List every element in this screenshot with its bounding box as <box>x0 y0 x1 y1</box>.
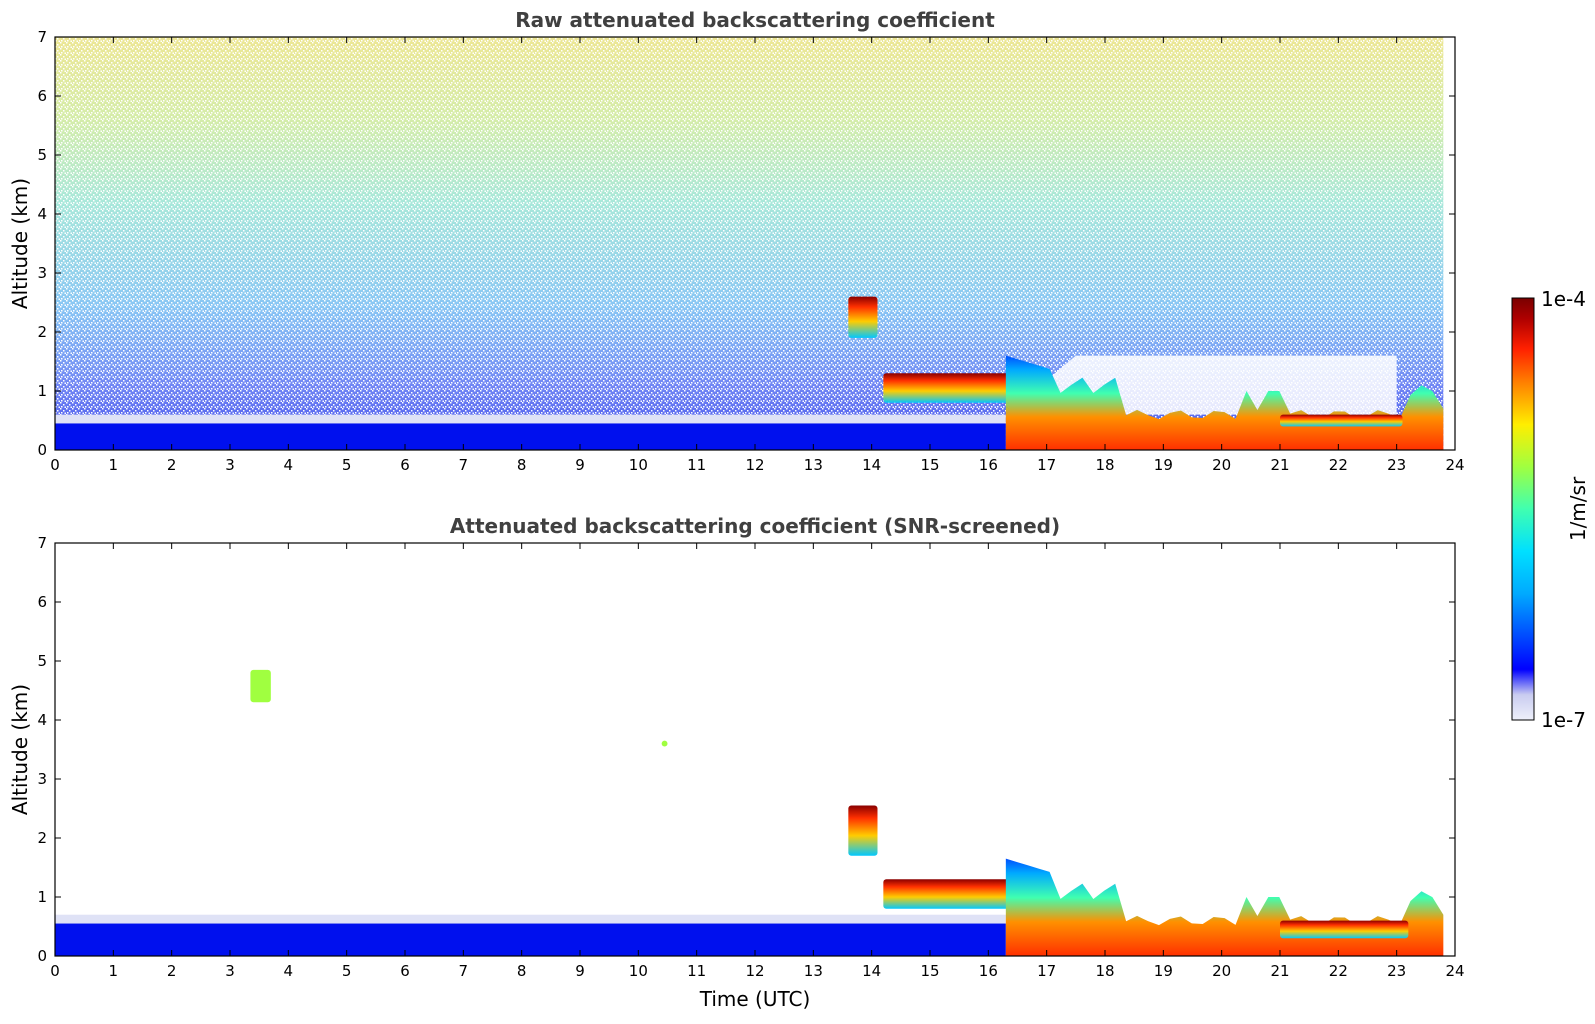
panel-2: 0 1 2 3 4 5 6 7 8 9 10 11 12 13 14 15 16 17 18 19 20 21 22 23 24… <box>8 514 1465 1011</box>
y-axis-label: Altitude (km) <box>8 178 32 309</box>
colorbar-min-label: 1e-7 <box>1541 708 1586 732</box>
x-tick-label: 11 <box>687 456 706 474</box>
x-tick-label: 23 <box>1387 456 1406 474</box>
x-tick-label: 13 <box>804 962 823 980</box>
colorbar: 1e-4 1e-7 1/m/sr <box>1511 287 1590 732</box>
colorbar-gradient <box>1511 297 1535 721</box>
x-tick-label: 17 <box>1037 456 1056 474</box>
x-tick-label: 4 <box>284 962 294 980</box>
x-tick-label: 21 <box>1270 456 1289 474</box>
x-axis-label: Time (UTC) <box>699 987 811 1011</box>
backscatter-feature <box>250 669 271 703</box>
x-tick-label: 6 <box>400 962 410 980</box>
x-tick-label: 1 <box>109 456 119 474</box>
x-tick-label: 18 <box>1095 962 1114 980</box>
x-tick-label: 19 <box>1154 456 1173 474</box>
x-tick-label: 9 <box>575 456 585 474</box>
panel-title: Raw attenuated backscattering coefficien… <box>515 8 995 32</box>
y-tick-label: 2 <box>37 829 47 847</box>
x-tick-label: 22 <box>1329 456 1348 474</box>
x-tick-label: 15 <box>920 456 939 474</box>
panel-title: Attenuated backscattering coefficient (S… <box>450 514 1060 538</box>
x-tick-label: 10 <box>629 962 648 980</box>
y-tick-label: 1 <box>37 382 47 400</box>
y-tick-label: 2 <box>37 323 47 341</box>
y-tick-label: 7 <box>37 534 47 552</box>
x-tick-label: 5 <box>342 962 352 980</box>
x-tick-label: 7 <box>459 962 469 980</box>
backscatter-feature <box>661 740 668 747</box>
x-tick-label: 24 <box>1445 456 1464 474</box>
x-tick-label: 12 <box>745 456 764 474</box>
x-tick-label: 21 <box>1270 962 1289 980</box>
x-tick-label: 10 <box>629 456 648 474</box>
backscatter-feature <box>1280 920 1409 939</box>
y-tick-label: 4 <box>37 205 47 223</box>
x-tick-label: 3 <box>225 456 235 474</box>
x-tick-label: 4 <box>284 456 294 474</box>
colorbar-unit-label: 1/m/sr <box>1566 476 1590 541</box>
y-tick-label: 5 <box>37 146 47 164</box>
backscatter-feature <box>883 373 1012 403</box>
x-tick-label: 0 <box>50 962 60 980</box>
x-tick-label: 8 <box>517 456 527 474</box>
y-tick-label: 6 <box>37 87 47 105</box>
x-tick-label: 16 <box>979 456 998 474</box>
backscatter-feature <box>848 296 878 338</box>
x-tick-label: 5 <box>342 456 352 474</box>
x-tick-label: 9 <box>575 962 585 980</box>
x-tick-label: 7 <box>459 456 469 474</box>
x-tick-label: 14 <box>862 456 881 474</box>
plot-area <box>55 543 1455 956</box>
y-tick-label: 4 <box>37 711 47 729</box>
y-tick-label: 3 <box>37 264 47 282</box>
y-tick-label: 0 <box>37 947 47 965</box>
y-axis-label: Altitude (km) <box>8 684 32 815</box>
x-tick-label: 2 <box>167 962 177 980</box>
backscatter-feature <box>55 423 1006 450</box>
y-tick-label: 1 <box>37 888 47 906</box>
x-tick-label: 0 <box>50 456 60 474</box>
x-tick-label: 3 <box>225 962 235 980</box>
plot-area <box>55 37 1455 450</box>
x-tick-label: 22 <box>1329 962 1348 980</box>
panel-1: 0 1 2 3 4 5 6 7 8 9 10 11 12 13 14 15 16 17 18 19 20 21 22 23 24… <box>8 8 1465 474</box>
y-tick-label: 3 <box>37 770 47 788</box>
x-tick-label: 17 <box>1037 962 1056 980</box>
backscatter-feature <box>55 923 1006 956</box>
x-tick-label: 20 <box>1212 456 1231 474</box>
x-tick-label: 13 <box>804 456 823 474</box>
x-tick-label: 24 <box>1445 962 1464 980</box>
x-tick-label: 16 <box>979 962 998 980</box>
x-tick-label: 19 <box>1154 962 1173 980</box>
x-tick-label: 15 <box>920 962 939 980</box>
x-tick-label: 11 <box>687 962 706 980</box>
backscatter-feature <box>848 805 878 856</box>
y-tick-label: 0 <box>37 441 47 459</box>
backscatter-feature <box>1280 414 1403 427</box>
x-tick-label: 14 <box>862 962 881 980</box>
colorbar-max-label: 1e-4 <box>1541 287 1586 311</box>
backscatter-feature <box>883 879 1012 909</box>
x-tick-label: 12 <box>745 962 764 980</box>
x-tick-label: 18 <box>1095 456 1114 474</box>
y-tick-label: 5 <box>37 652 47 670</box>
x-tick-label: 6 <box>400 456 410 474</box>
x-tick-label: 2 <box>167 456 177 474</box>
y-tick-label: 6 <box>37 593 47 611</box>
x-tick-label: 20 <box>1212 962 1231 980</box>
y-tick-label: 7 <box>37 28 47 46</box>
x-tick-label: 1 <box>109 962 119 980</box>
x-tick-label: 8 <box>517 962 527 980</box>
x-tick-label: 23 <box>1387 962 1406 980</box>
